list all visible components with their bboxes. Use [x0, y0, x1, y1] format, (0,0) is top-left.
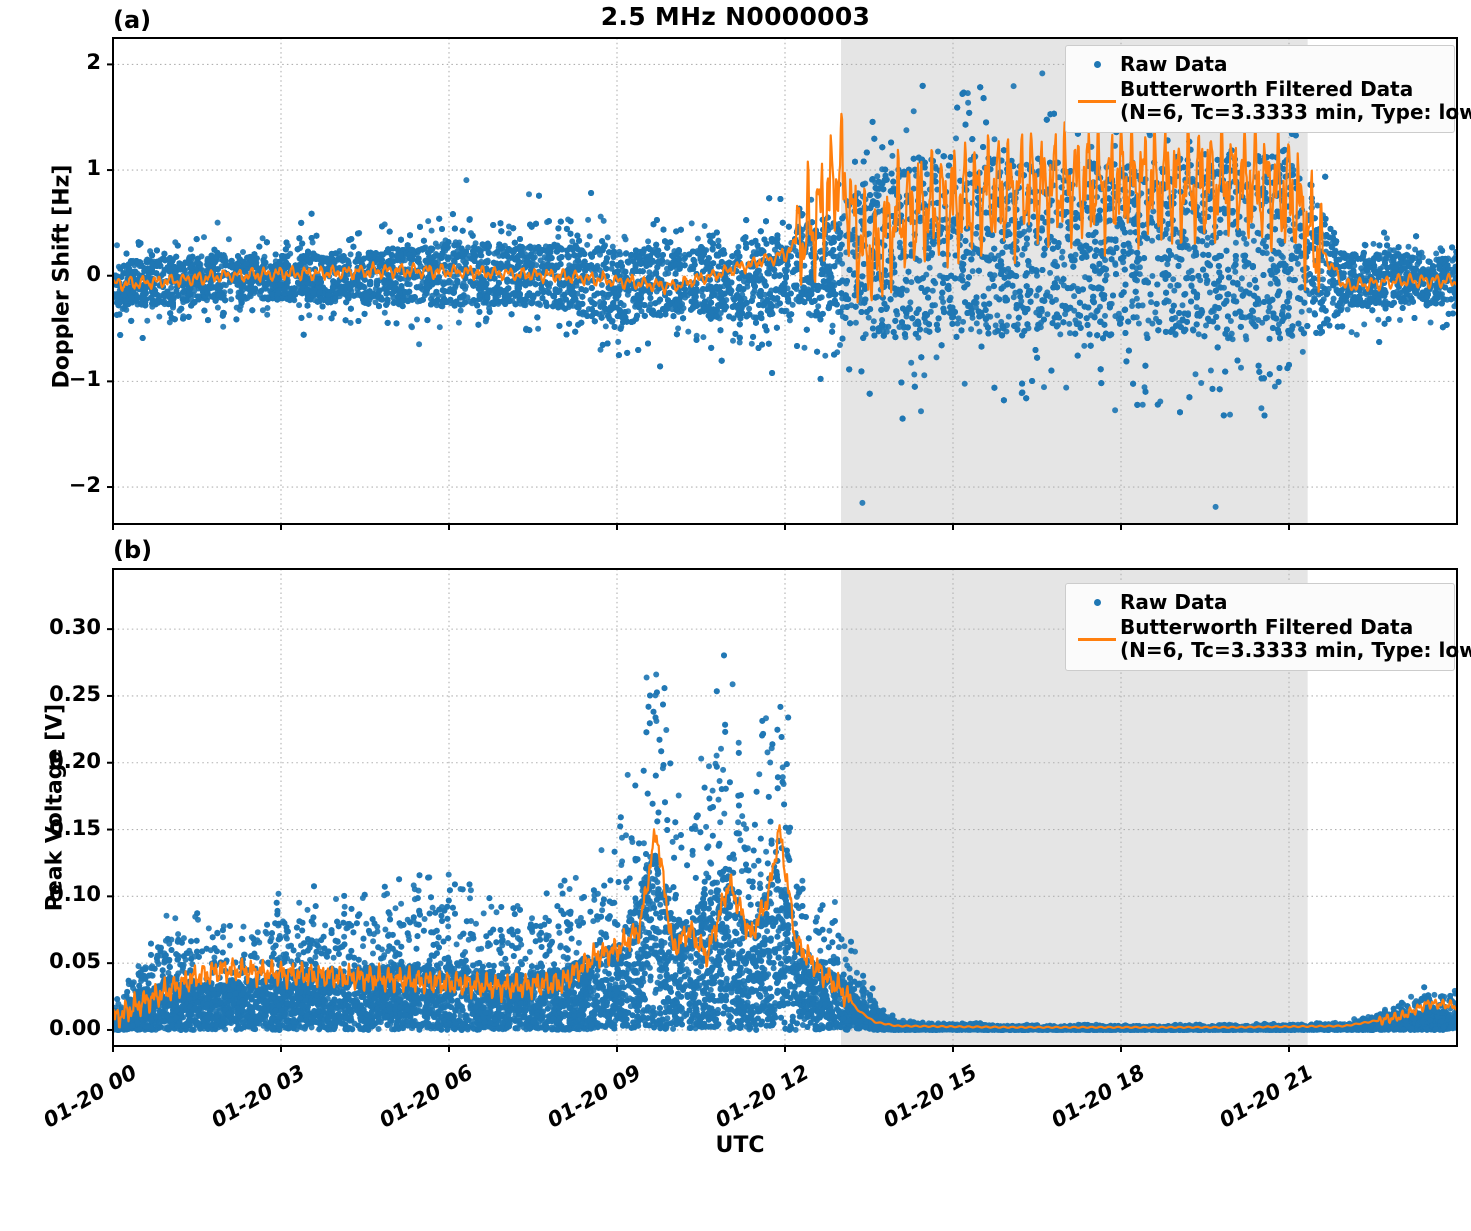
legend-label-raw: Raw Data [1120, 53, 1228, 77]
legend-entry-filtered-b: Butterworth Filtered Data (N=6, Tc=3.333… [1074, 616, 1444, 663]
legend-label-filtered-line1: Butterworth Filtered Data [1120, 78, 1471, 102]
legend-entry-filtered-a: Butterworth Filtered Data (N=6, Tc=3.333… [1074, 78, 1444, 125]
panel-a-y-tick-label: −2 [69, 473, 101, 497]
legend-label-raw: Raw Data [1120, 591, 1228, 615]
legend-line-filtered-icon [1074, 638, 1120, 641]
panel-b-legend: Raw Data Butterworth Filtered Data (N=6,… [1065, 583, 1455, 671]
figure-root: 2.5 MHz N0000003 (a) (b) Doppler Shift [… [0, 0, 1471, 1172]
legend-label-filtered-line2: (N=6, Tc=3.3333 min, Type: low) [1120, 639, 1471, 663]
legend-entry-raw-b: Raw Data [1074, 591, 1444, 615]
panel-b-y-tick-label: 0.20 [49, 749, 101, 773]
panel-a-y-tick-label: −1 [69, 367, 101, 391]
panel-a-y-tick-label: 2 [86, 50, 101, 74]
legend-marker-raw-icon [1074, 61, 1120, 68]
legend-label-filtered-line2: (N=6, Tc=3.3333 min, Type: low) [1120, 101, 1471, 125]
panel-b-y-tick-label: 0.30 [49, 615, 101, 639]
panel-a-y-tick-label: 0 [86, 262, 101, 286]
panel-b-y-tick-label: 0.15 [49, 816, 101, 840]
panel-a-y-tick-label: 1 [86, 156, 101, 180]
panel-b-y-tick-label: 0.10 [49, 882, 101, 906]
panel-b-y-tick-label: 0.25 [49, 682, 101, 706]
panel-a-legend: Raw Data Butterworth Filtered Data (N=6,… [1065, 45, 1455, 133]
panel-b-y-tick-label: 0.00 [49, 1016, 101, 1040]
legend-marker-raw-icon [1074, 599, 1120, 606]
legend-entry-raw-a: Raw Data [1074, 53, 1444, 77]
legend-label-filtered-line1: Butterworth Filtered Data [1120, 616, 1471, 640]
legend-line-filtered-icon [1074, 100, 1120, 103]
panel-b-y-tick-label: 0.05 [49, 949, 101, 973]
